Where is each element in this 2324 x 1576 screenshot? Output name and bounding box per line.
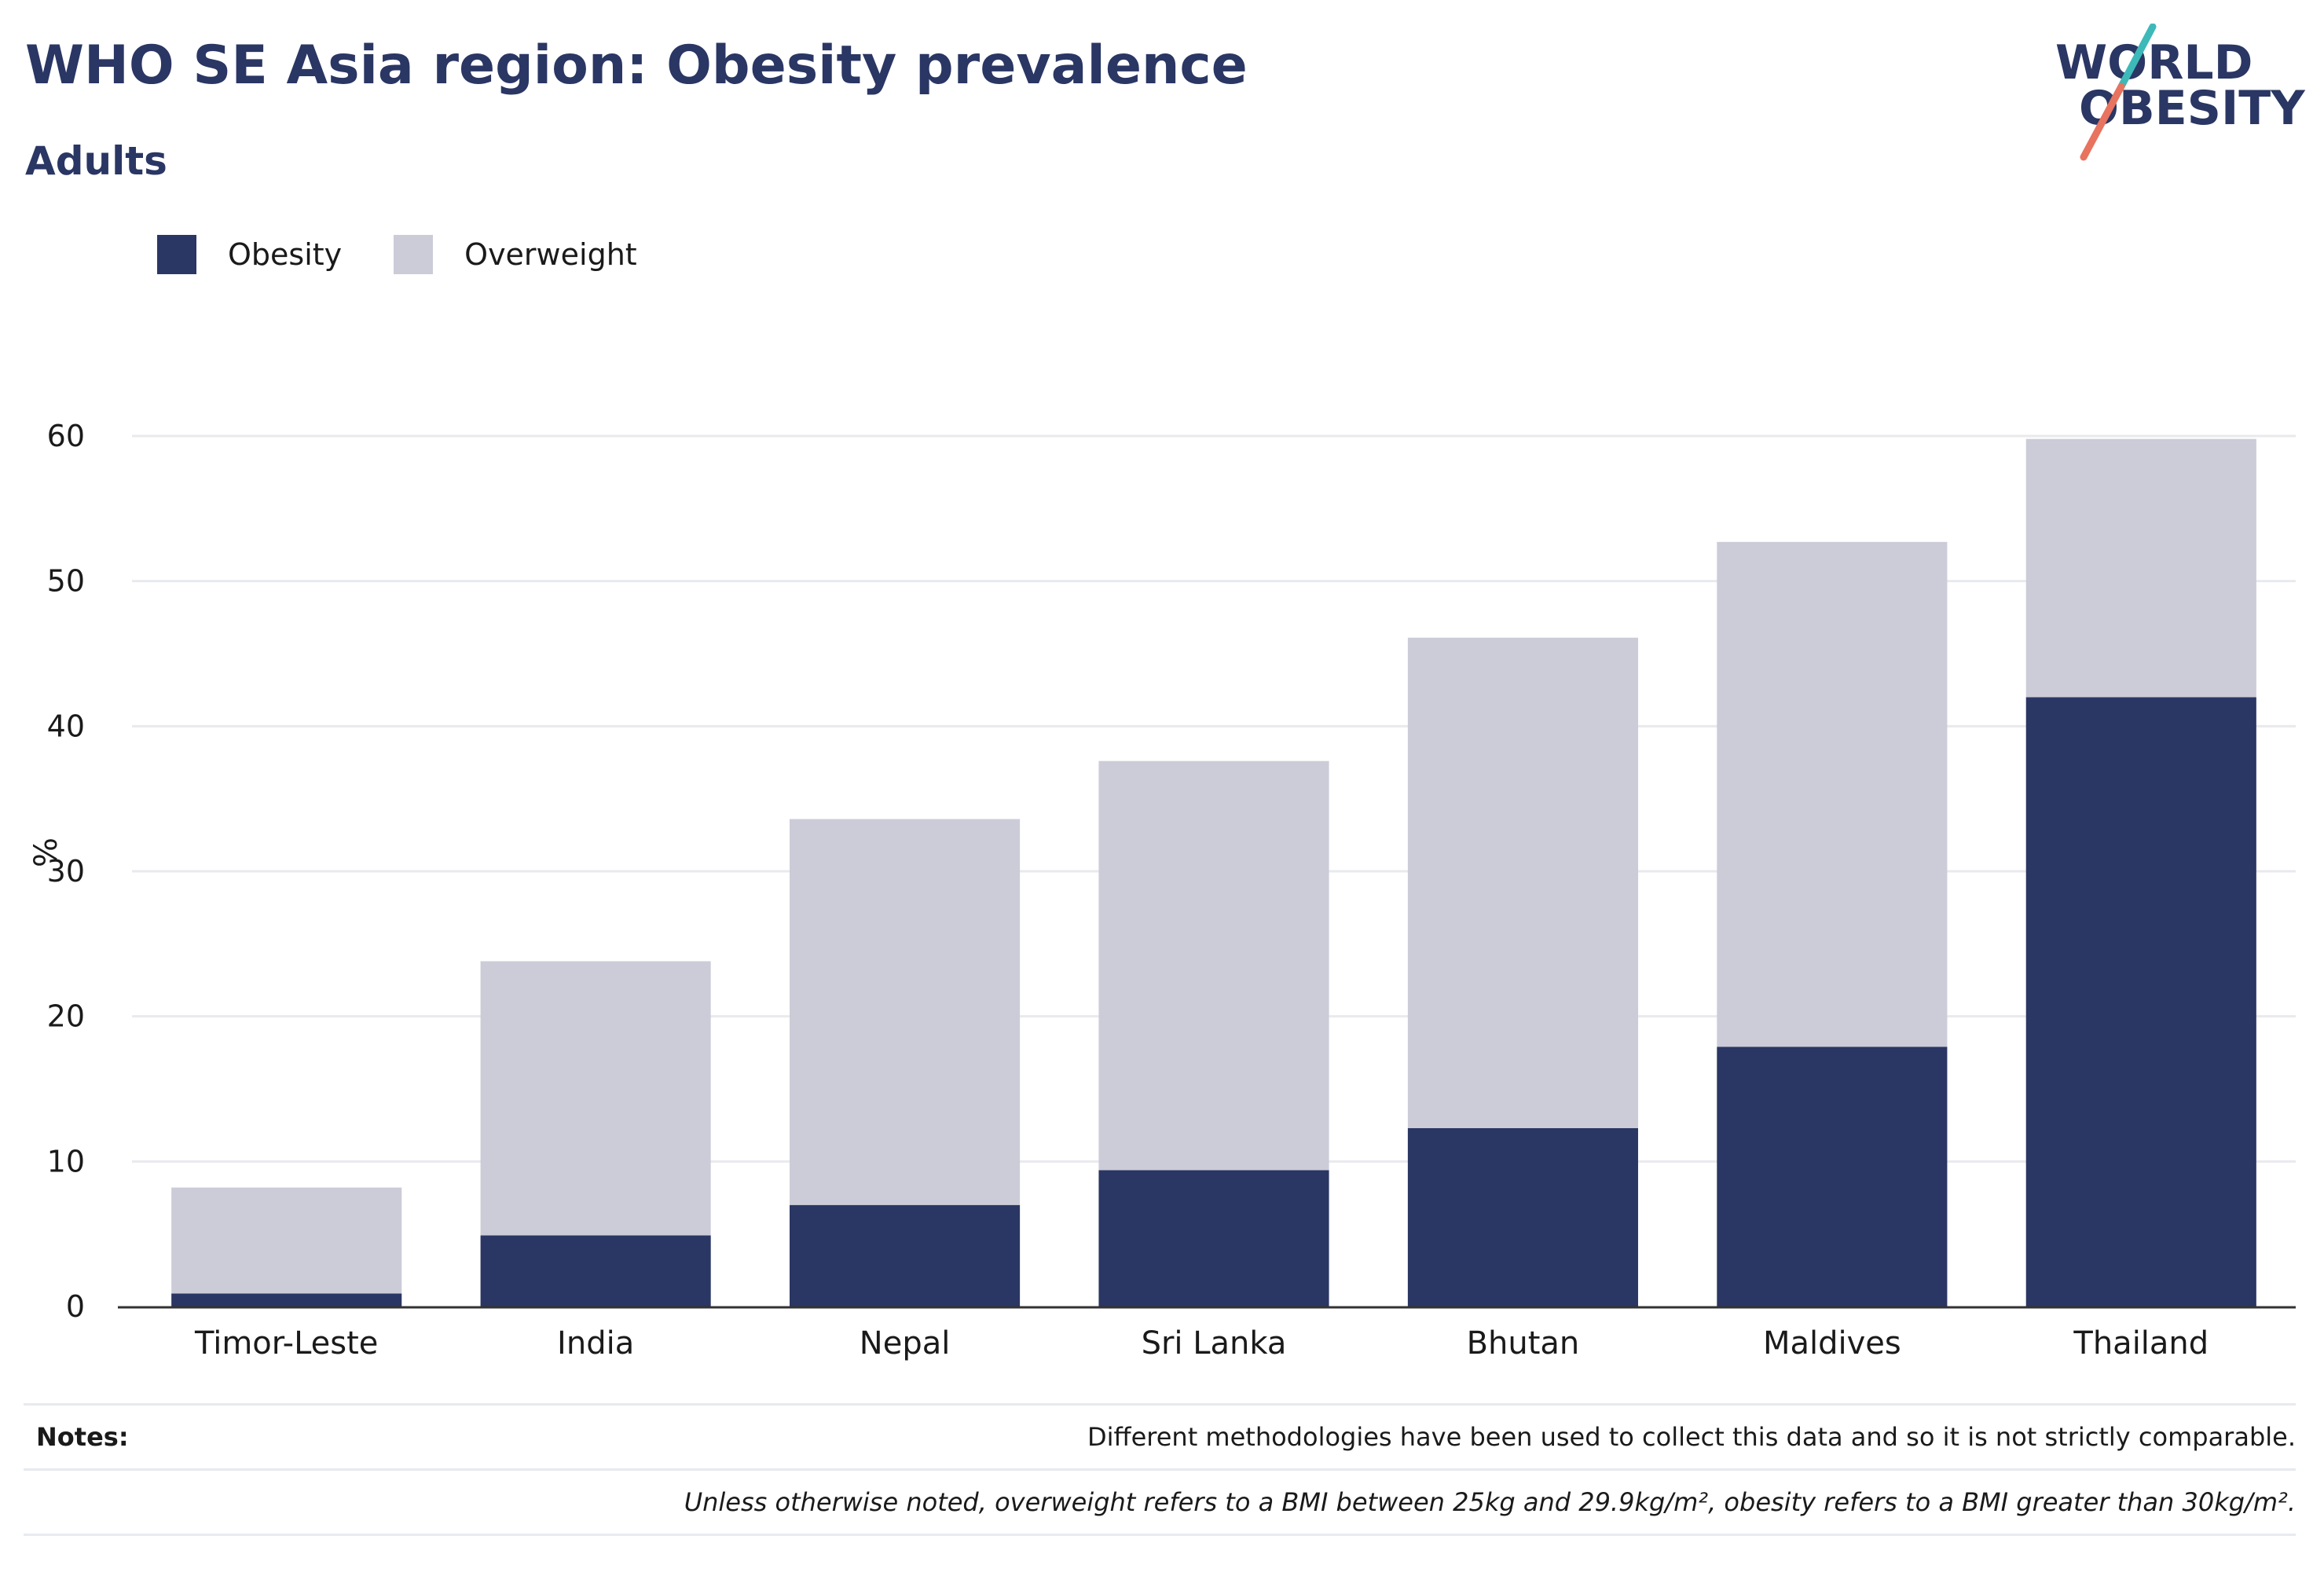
bar-obesity-timor-leste — [171, 1293, 402, 1307]
legend-swatch-obesity — [157, 235, 196, 274]
bar-obesity-bhutan — [1407, 1127, 1638, 1307]
x-tick-label-thailand: Thailand — [2073, 1325, 2209, 1362]
x-tick-label-bhutan: Bhutan — [1467, 1325, 1580, 1362]
x-tick-label-sri-lanka: Sri Lanka — [1142, 1325, 1287, 1362]
axes: 0 10 20 30 40 50 60 Timor-Leste India Nepal Sri La… — [28, 419, 2296, 1362]
bar-overweight-maldives — [1717, 541, 1948, 1047]
y-tick-label-60: 60 — [47, 419, 85, 453]
legend-label-overweight: Overweight — [464, 237, 637, 272]
y-tick-label-30: 30 — [47, 854, 85, 889]
legend-item-overweight: Overweight — [394, 235, 637, 274]
chart-subtitle: Adults — [25, 138, 167, 184]
y-tick-label-20: 20 — [47, 999, 85, 1034]
x-tick-label-maldives: Maldives — [1763, 1325, 1901, 1362]
x-tick-label-nepal: Nepal — [860, 1325, 951, 1362]
bar-overweight-bhutan — [1407, 637, 1638, 1128]
world-obesity-logo: WORLD OBESITY — [2055, 24, 2306, 161]
notes-row-2: Unless otherwise noted, overweight refer… — [24, 1471, 2296, 1534]
bar-overweight-thailand — [2025, 438, 2256, 698]
logo-text-world: WORLD — [2055, 35, 2253, 90]
bar-obesity-nepal — [790, 1204, 1021, 1307]
legend-swatch-overweight — [394, 235, 434, 274]
x-tick-label-india: India — [557, 1325, 634, 1362]
note-methodology: Different methodologies have been used t… — [1087, 1422, 2296, 1452]
y-tick-label-50: 50 — [47, 564, 85, 599]
logo-slash-coral — [2080, 82, 2125, 161]
bar-obesity-india — [480, 1235, 711, 1307]
y-axis-label: % — [28, 837, 64, 867]
x-tick-label-timor-leste: Timor-Leste — [194, 1325, 378, 1362]
bars — [171, 438, 2256, 1307]
bar-overweight-timor-leste — [171, 1187, 402, 1294]
bar-obesity-maldives — [1717, 1046, 1948, 1307]
notes-divider-bottom — [24, 1534, 2296, 1536]
bar-obesity-thailand — [2025, 697, 2256, 1307]
notes-row-1: Notes: Different methodologies have been… — [24, 1406, 2296, 1468]
y-tick-label-10: 10 — [47, 1144, 85, 1178]
y-tick-label-0: 0 — [66, 1289, 85, 1324]
logo-slash-teal — [2117, 24, 2157, 90]
legend-label-obesity: Obesity — [228, 237, 343, 272]
bar-overweight-nepal — [790, 819, 1021, 1205]
bar-overweight-sri-lanka — [1098, 761, 1329, 1171]
y-tick-label-40: 40 — [47, 709, 85, 743]
notes-label: Notes: — [36, 1422, 129, 1452]
stacked-bar-chart: 0 10 20 30 40 50 60 Timor-Leste India Nepal Sri La… — [28, 419, 2296, 1362]
notes-divider-middle — [24, 1468, 2296, 1471]
note-bmi-definition: Unless otherwise noted, overweight refer… — [684, 1487, 2296, 1517]
notes-divider-top — [24, 1403, 2296, 1406]
bar-overweight-india — [480, 961, 711, 1236]
chart-legend: Obesity Overweight — [157, 233, 689, 277]
notes-section: Notes: Different methodologies have been… — [24, 1403, 2296, 1536]
legend-item-obesity: Obesity — [157, 235, 342, 274]
bar-obesity-sri-lanka — [1098, 1170, 1329, 1307]
chart-title: WHO SE Asia region: Obesity prevalence — [25, 35, 1248, 97]
